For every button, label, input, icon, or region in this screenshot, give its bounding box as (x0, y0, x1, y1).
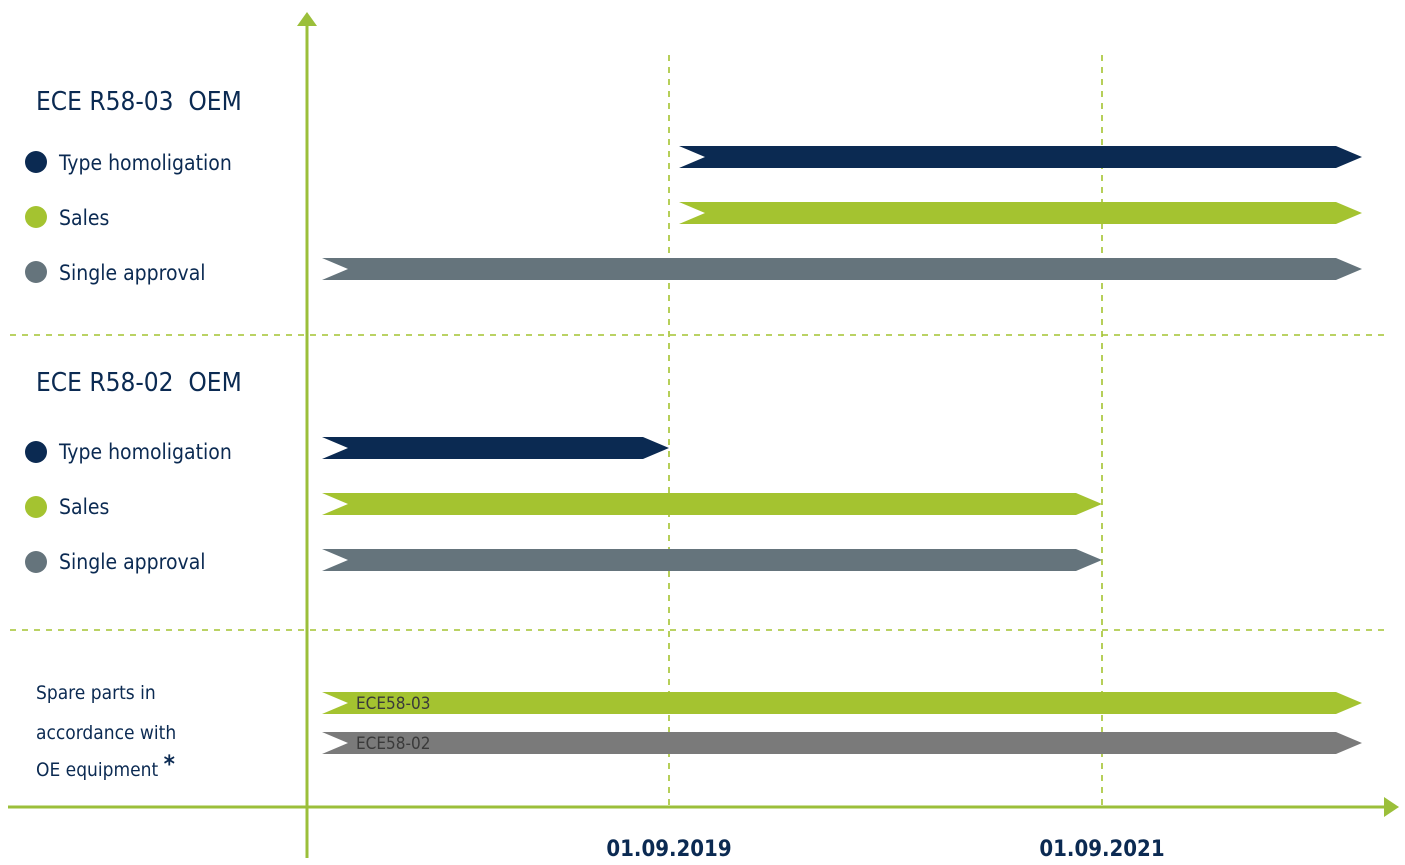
timeline-bar (322, 437, 669, 459)
row-label: Single approval (59, 261, 206, 285)
legend-dot-navy (25, 441, 47, 463)
timeline-bar (322, 493, 1102, 515)
timeline-bar (322, 258, 1362, 280)
row-label: Sales (59, 206, 109, 230)
legend-dot-green (25, 206, 47, 228)
footnote-asterisk: * (164, 750, 175, 778)
row-label: Type homoligation (58, 440, 232, 464)
legend-dot-green (25, 496, 47, 518)
spare-parts-label-line: OE equipment * (36, 750, 175, 781)
timeline-bar (679, 202, 1362, 224)
date-label-2021: 01.09.2021 (1039, 837, 1164, 862)
timeline-bar (679, 146, 1362, 168)
y-axis-arrow (297, 12, 317, 26)
spare-parts-label-line: accordance with (36, 722, 176, 744)
spare-parts-bar (322, 692, 1362, 714)
row-label: Sales (59, 495, 109, 519)
x-axis-arrow (1384, 797, 1399, 817)
row-label: Type homoligation (58, 151, 232, 175)
date-label-2019: 01.09.2019 (606, 837, 731, 862)
row-label: Single approval (59, 550, 206, 574)
group-title-r58-02: ECE R58-02 OEM (36, 368, 242, 398)
group-title-r58-03: ECE R58-03 OEM (36, 87, 242, 117)
spare-parts-label-line: Spare parts in (36, 682, 156, 704)
legend-dot-navy (25, 151, 47, 173)
legend-dot-slate (25, 261, 47, 283)
spare-parts-bar-label: ECE58-03 (356, 694, 430, 714)
spare-parts-bar-label: ECE58-02 (356, 734, 430, 754)
timeline-bars: ECE58-03 ECE58-02 (322, 146, 1362, 754)
timeline-bar (322, 549, 1102, 571)
spare-parts-bar (322, 732, 1362, 754)
spare-parts-label-text: OE equipment (36, 759, 164, 781)
legend-dot-slate (25, 551, 47, 573)
